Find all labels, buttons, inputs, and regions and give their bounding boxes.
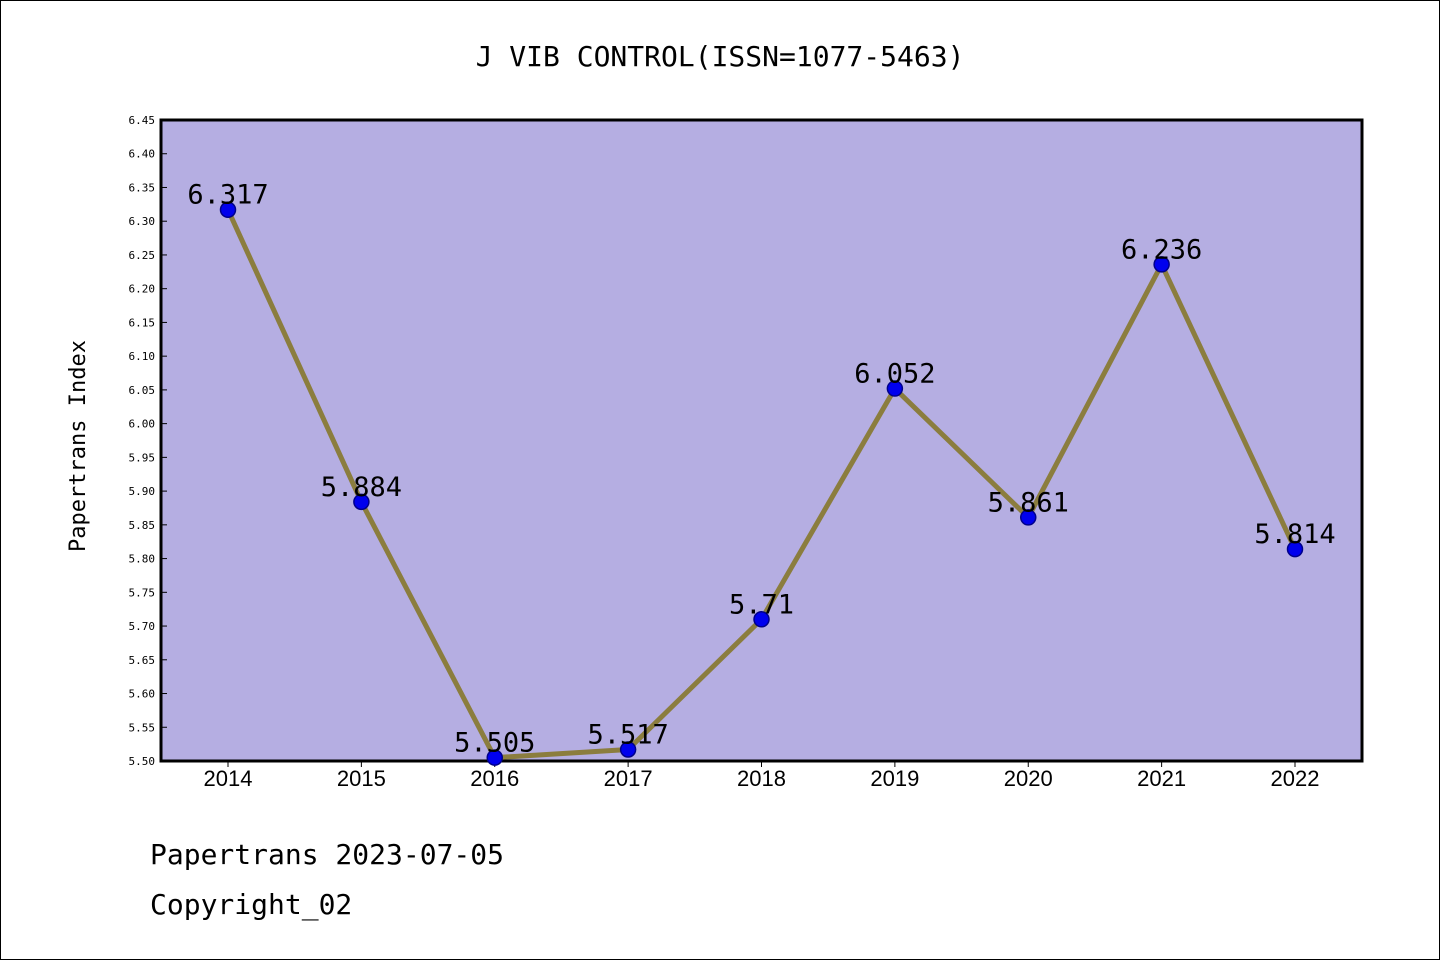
data-point <box>486 749 503 766</box>
x-tick-label: 2017 <box>604 766 653 791</box>
y-tick-label: 6.05 <box>129 384 156 397</box>
y-tick-label: 6.00 <box>129 418 156 431</box>
x-tick-label: 2015 <box>337 766 386 791</box>
y-axis-ticks: 5.50 5.55 5.60 5.65 5.70 5.75 5.80 5.85 5.90 5.95… <box>129 114 167 768</box>
data-label: 5.517 <box>587 720 668 751</box>
data-label: 5.814 <box>1254 519 1335 550</box>
data-point <box>1153 256 1170 273</box>
y-tick-label: 6.20 <box>129 283 156 296</box>
y-tick-label: 6.10 <box>129 350 156 363</box>
y-tick-label: 5.65 <box>129 654 156 667</box>
y-tick-label: 5.85 <box>129 519 156 532</box>
y-tick-label: 5.55 <box>129 721 156 734</box>
data-label: 6.236 <box>1121 234 1202 265</box>
y-axis-label: Papertrans Index <box>66 340 91 552</box>
data-point <box>886 380 904 397</box>
y-tick-label: 6.30 <box>129 215 156 228</box>
y-tick-label: 5.90 <box>129 485 156 498</box>
data-label: 6.052 <box>854 359 935 390</box>
x-tick-label: 2016 <box>470 766 519 791</box>
data-point <box>219 201 237 218</box>
y-tick-label: 5.70 <box>129 620 156 633</box>
data-label: 5.861 <box>988 487 1069 518</box>
chart-title: J VIB CONTROL(ISSN=1077-5463) <box>476 40 965 73</box>
data-label: 5.884 <box>321 472 402 503</box>
data-point <box>353 493 370 511</box>
x-tick-label: 2022 <box>1271 766 1320 791</box>
x-tick-label: 2014 <box>204 766 253 791</box>
footer-date-text: Papertrans 2023-07-05 <box>150 838 504 871</box>
data-label: 6.317 <box>187 180 268 211</box>
data-point <box>619 741 637 758</box>
x-tick-label: 2021 <box>1137 766 1186 791</box>
data-point <box>753 611 770 628</box>
data-label: 5.505 <box>454 728 535 759</box>
plot-area <box>159 118 1364 763</box>
data-point <box>1286 540 1304 558</box>
y-tick-label: 5.75 <box>129 586 156 599</box>
y-tick-label: 5.60 <box>129 688 156 701</box>
series-layer: 6.317 5.884 5.505 5.517 5.71 6.052 5.861 6.236 5… <box>187 180 1336 766</box>
y-tick-label: 5.80 <box>129 553 156 566</box>
y-tick-label: 6.25 <box>129 249 156 262</box>
x-tick-label: 2019 <box>870 766 919 791</box>
x-axis-ticks: 2014 2015 2016 2017 2018 2019 2020 2021 2022 <box>204 761 1320 791</box>
y-tick-label: 6.15 <box>129 316 156 329</box>
y-tick-label: 6.45 <box>129 114 156 127</box>
y-tick-label: 6.40 <box>129 148 156 161</box>
y-tick-label: 5.95 <box>129 451 156 464</box>
x-tick-label: 2018 <box>737 766 786 791</box>
y-tick-label: 5.50 <box>129 755 156 768</box>
y-tick-label: 6.35 <box>129 181 156 194</box>
data-point <box>1020 509 1037 526</box>
data-label: 5.71 <box>729 589 794 620</box>
x-tick-label: 2020 <box>1004 766 1053 791</box>
footer-copyright-text: Copyright_02 <box>150 888 352 922</box>
